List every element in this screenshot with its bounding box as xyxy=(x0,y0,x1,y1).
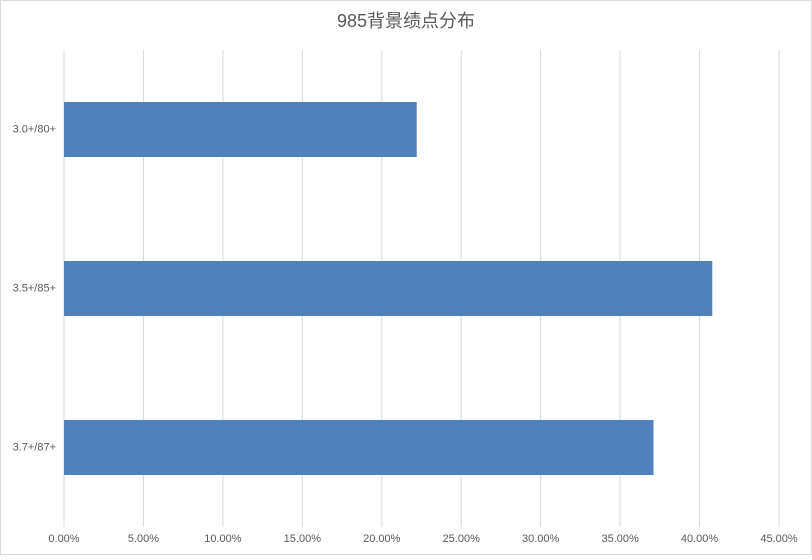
x-tick-label: 45.00% xyxy=(760,533,798,545)
y-tick-label: 3.0+/80+ xyxy=(13,123,56,135)
x-tick-label: 25.00% xyxy=(443,533,481,545)
x-tick-label: 10.00% xyxy=(204,533,242,545)
x-tick-label: 20.00% xyxy=(363,533,401,545)
bar xyxy=(64,101,417,158)
x-tick-label: 35.00% xyxy=(601,533,639,545)
chart-title: 985背景绩点分布 xyxy=(337,11,475,31)
bar xyxy=(64,260,713,317)
bar xyxy=(64,419,654,476)
x-tick-label: 40.00% xyxy=(681,533,719,545)
y-tick-label: 3.7+/87+ xyxy=(13,441,56,453)
x-tick-label: 0.00% xyxy=(48,533,79,545)
y-tick-label: 3.5+/85+ xyxy=(13,282,56,294)
x-tick-label: 15.00% xyxy=(284,533,322,545)
x-tick-label: 5.00% xyxy=(128,533,159,545)
x-tick-label: 30.00% xyxy=(522,533,560,545)
